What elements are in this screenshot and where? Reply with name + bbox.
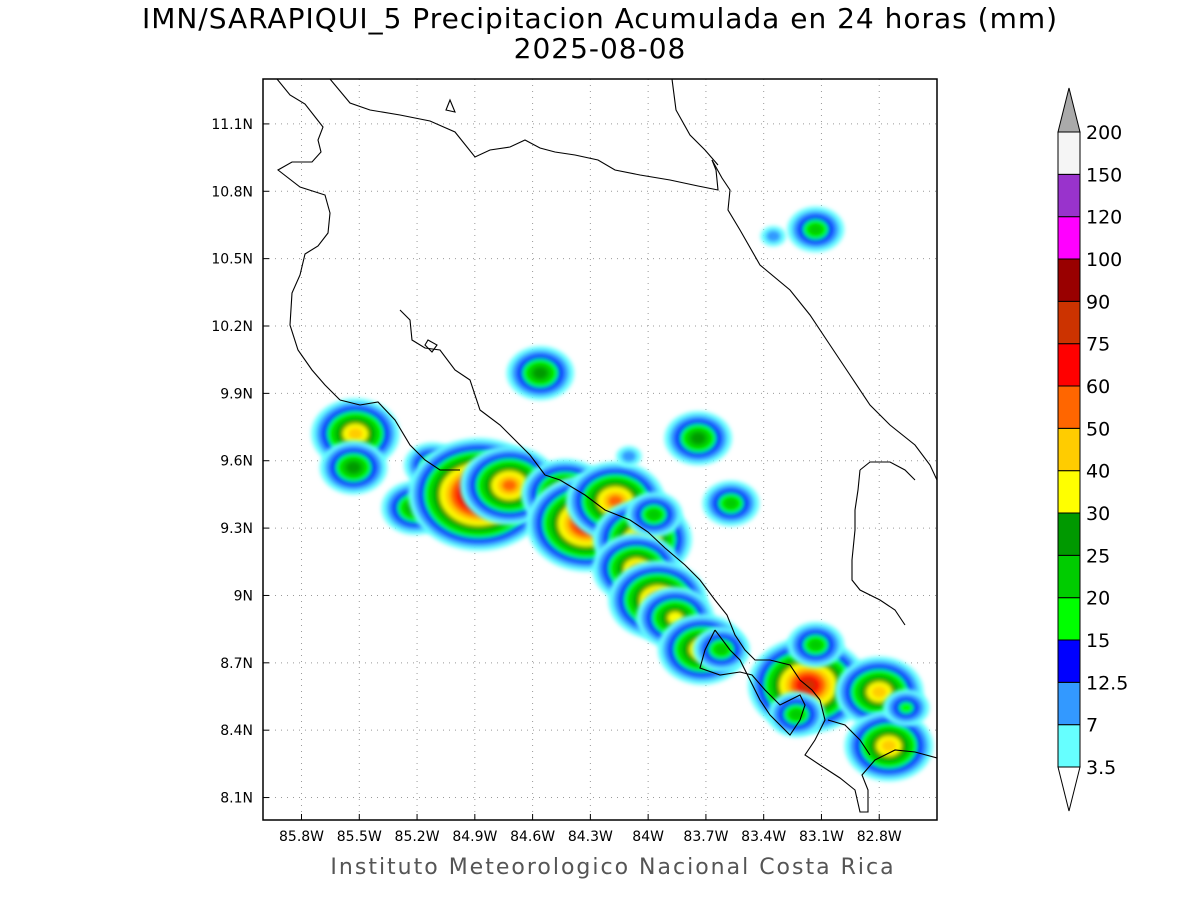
colorbar-swatch (1057, 681, 1081, 726)
colorbar-swatch (1057, 173, 1081, 218)
colorbar-swatch (1057, 300, 1081, 345)
map-title: IMN/SARAPIQUI_5 Precipitacion Acumulada … (141, 2, 1059, 35)
precip-contour (347, 427, 363, 440)
precip-cell (767, 691, 825, 738)
precip-cell (616, 446, 642, 467)
precip-contour (501, 479, 517, 492)
colorbar-swatch (1057, 639, 1081, 683)
precip-cell (844, 710, 934, 782)
precip-cell (625, 491, 683, 538)
precip-contour (881, 739, 897, 752)
colorbar-swatch (1057, 470, 1081, 514)
precip-contour (346, 461, 362, 474)
lat-tick-label: 8.1N (220, 791, 253, 807)
precip-cell (506, 346, 575, 401)
lon-tick-label: 85.5W (337, 829, 382, 845)
colorbar-under-arrow (1057, 766, 1081, 812)
lon-tick-label: 83.4W (741, 829, 786, 845)
precip-contour (808, 223, 824, 236)
lon-tick-label: 84W (632, 829, 664, 845)
colorbar-label: 50 (1086, 418, 1110, 440)
precip-cell (760, 225, 787, 247)
precip-contour (788, 708, 804, 721)
colorbar-label: 7 (1086, 715, 1098, 737)
colorbar-swatch (1057, 216, 1081, 260)
lon-tick-label: 83.7W (683, 829, 728, 845)
lon-tick-label: 85.8W (279, 829, 324, 845)
colorbar-label: 12.5 (1086, 672, 1128, 694)
map-date: 2025-08-08 (513, 32, 687, 65)
colorbar-label: 100 (1086, 249, 1122, 271)
precip-cell (787, 206, 845, 253)
map-frame (262, 78, 938, 821)
lon-tick-label: 84.3W (568, 829, 613, 845)
precip-contour (898, 701, 914, 714)
colorbar-label: 120 (1086, 207, 1122, 229)
footer-credit: Instituto Meteorologico Nacional Costa R… (330, 855, 896, 880)
precip-contour (808, 638, 824, 651)
precip-contour (621, 450, 637, 463)
precip-contour (871, 686, 887, 699)
colorbar-label: 3.5 (1086, 757, 1116, 779)
precip-contour (646, 508, 662, 521)
colorbar-swatch (1057, 385, 1081, 429)
colorbar-swatch (1057, 131, 1081, 175)
colorbar-label: 15 (1086, 630, 1110, 652)
precip-cell (882, 689, 930, 727)
colorbar-swatch (1057, 343, 1081, 387)
colorbar-label: 200 (1086, 122, 1122, 144)
colorbar-label: 30 (1086, 503, 1110, 525)
precip-contour (713, 643, 729, 656)
longitude-axis: 85.8W 85.5W 85.2W 84.9W 84.6W 84.3W 84W 83.7W 83… (279, 814, 902, 845)
colorbar-over-arrow (1057, 87, 1081, 133)
colorbar-legend: 3.5 7 12.5 15 20 25 30 40 50 60 75 90 100 120 150 200 (1057, 87, 1128, 812)
colorbar-label: 90 (1086, 291, 1110, 313)
lon-tick-label: 83.1W (799, 829, 844, 845)
colorbar-label: 75 (1086, 334, 1110, 356)
colorbar-label: 150 (1086, 164, 1122, 186)
colorbar-label: 25 (1086, 545, 1110, 567)
precipitation-field (311, 206, 934, 782)
lat-tick-label: 9N (234, 588, 253, 604)
lat-tick-label: 11.1N (211, 117, 253, 133)
colorbar-swatch (1057, 512, 1081, 556)
lat-tick-label: 8.7N (220, 656, 253, 672)
colorbar-swatch (1057, 724, 1081, 768)
precip-contour (690, 432, 706, 445)
precip-contour (532, 367, 548, 380)
lat-tick-label: 9.3N (220, 521, 253, 537)
colorbar-label: 20 (1086, 588, 1110, 610)
lon-tick-label: 84.9W (452, 829, 497, 845)
colorbar-swatch (1057, 597, 1081, 641)
precip-cell (319, 440, 388, 495)
lat-tick-label: 10.8N (211, 184, 253, 200)
lon-tick-label: 85.2W (395, 829, 440, 845)
coastline-borders (276, 79, 937, 813)
precip-contour (800, 679, 816, 692)
colorbar-swatch (1057, 258, 1081, 302)
latitude-axis: 11.1N 10.8N 10.5N 10.2N 9.9N 9.6N 9.3N 9N 8.7N 8.… (211, 117, 269, 807)
precip-cell (664, 411, 732, 466)
lat-tick-label: 9.9N (220, 386, 253, 402)
precip-cell (787, 622, 845, 668)
lat-tick-label: 9.6N (220, 454, 253, 470)
precip-contour (607, 495, 623, 508)
precip-cell (692, 626, 750, 673)
precip-contour (723, 497, 739, 510)
colorbar-label: 60 (1086, 376, 1110, 398)
lon-tick-label: 82.8W (857, 829, 902, 845)
lat-tick-label: 10.5N (211, 252, 253, 268)
precip-contour (765, 230, 781, 243)
colorbar-swatch (1057, 554, 1081, 599)
precip-cell (702, 480, 760, 527)
lon-tick-label: 84.6W (510, 829, 555, 845)
lat-tick-label: 10.2N (211, 319, 253, 335)
colorbar-label: 40 (1086, 461, 1110, 483)
colorbar-swatch (1057, 427, 1081, 472)
lat-tick-label: 8.4N (220, 723, 253, 739)
